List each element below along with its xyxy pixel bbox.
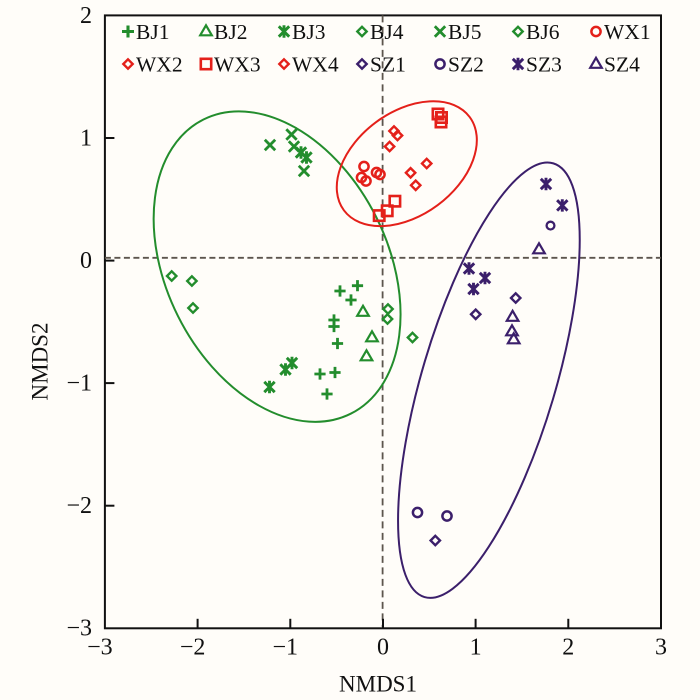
svg-text:1: 1 [80,125,92,151]
svg-text:NMDS1: NMDS1 [339,672,417,697]
svg-text:3: 3 [655,635,667,661]
svg-text:BJ2: BJ2 [214,20,247,44]
svg-text:SZ4: SZ4 [604,53,640,77]
svg-text:BJ1: BJ1 [136,20,169,44]
svg-text:BJ3: BJ3 [292,20,325,44]
svg-text:SZ3: SZ3 [526,53,562,77]
svg-text:BJ6: BJ6 [526,20,560,44]
svg-text:2: 2 [562,635,574,661]
svg-text:WX3: WX3 [214,53,261,77]
svg-text:0: 0 [80,248,92,274]
svg-text:−3: −3 [87,635,113,661]
svg-text:WX4: WX4 [292,53,339,77]
svg-text:0: 0 [377,635,389,661]
svg-text:WX2: WX2 [136,53,183,77]
svg-text:1: 1 [470,635,482,661]
svg-text:−1: −1 [66,371,92,397]
svg-text:SZ1: SZ1 [370,53,406,77]
svg-text:WX1: WX1 [604,20,651,44]
svg-text:−2: −2 [66,493,92,519]
svg-text:BJ5: BJ5 [448,20,481,44]
svg-text:2: 2 [80,3,92,29]
svg-text:−3: −3 [66,616,92,642]
svg-text:NMDS2: NMDS2 [28,323,53,401]
svg-text:−2: −2 [180,635,206,661]
svg-text:SZ2: SZ2 [448,53,484,77]
svg-text:BJ4: BJ4 [370,20,404,44]
svg-text:−1: −1 [273,635,299,661]
